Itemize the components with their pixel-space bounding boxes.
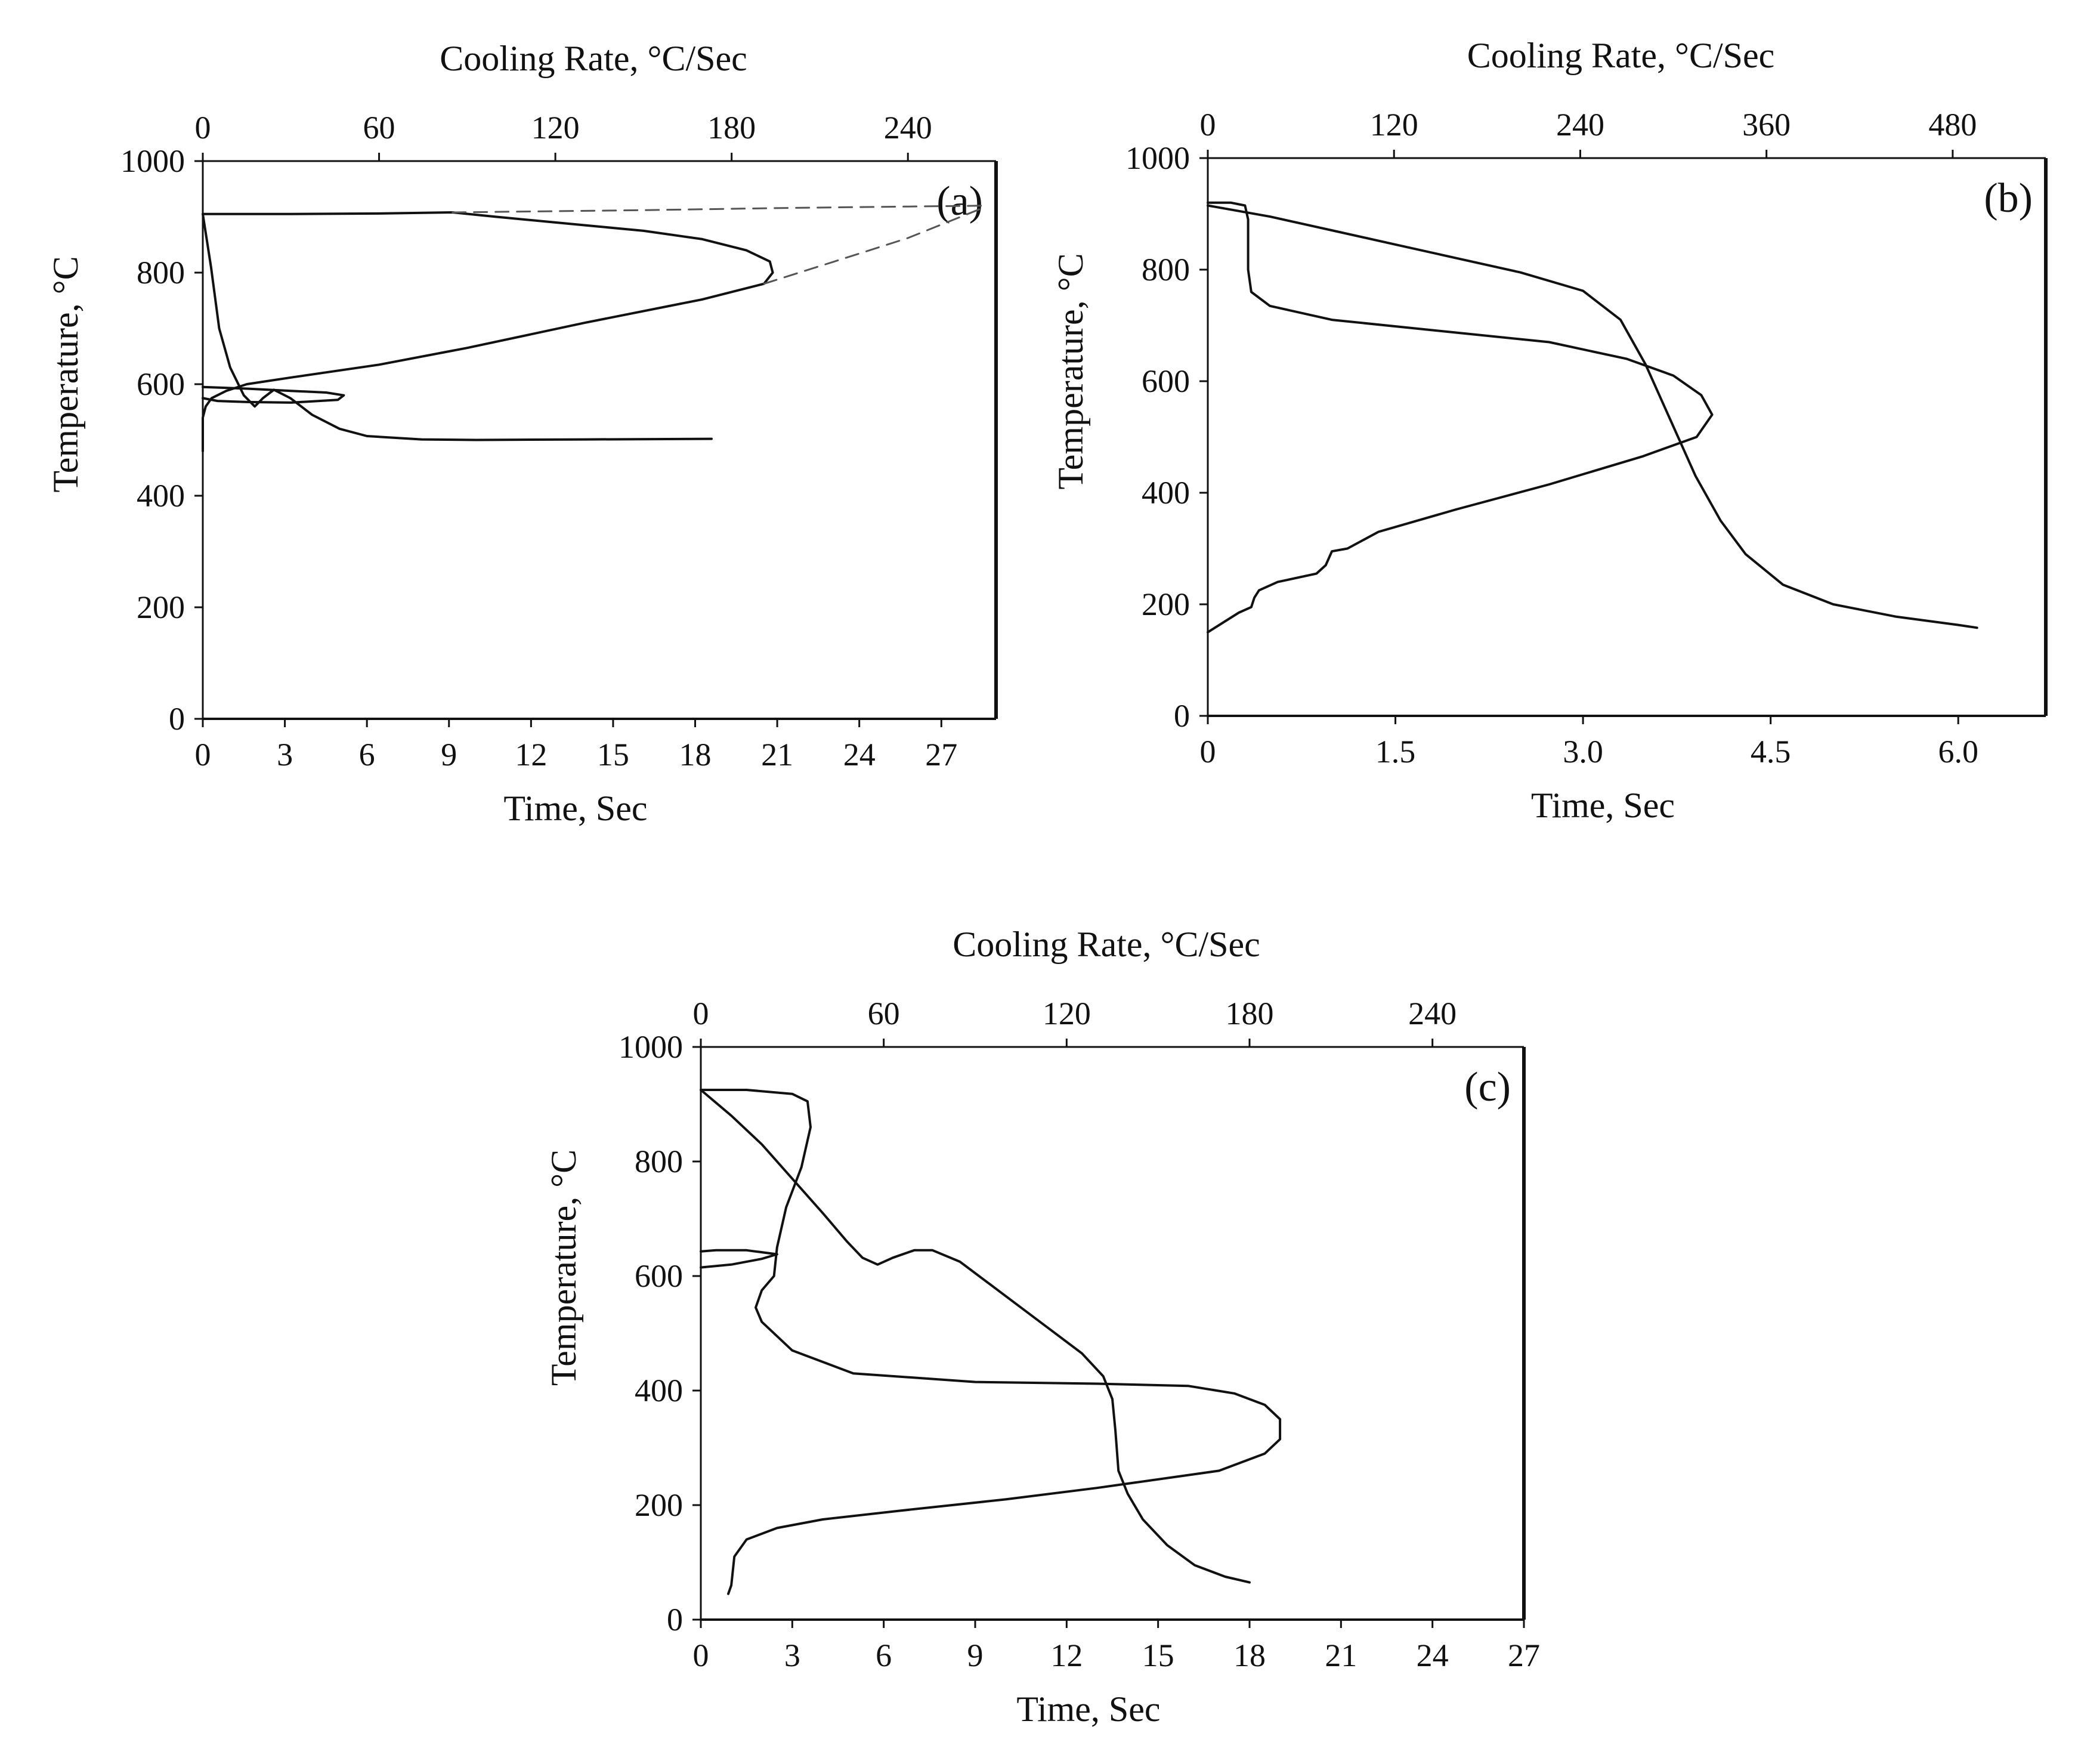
series-line-cooling-rate-2 — [700, 1249, 778, 1269]
x2-tick-label: 180 — [1226, 996, 1274, 1031]
series-line-cooling-rate-1 — [1207, 201, 1714, 634]
x-tick-label: 15 — [597, 737, 629, 773]
y-tick-label: 1000 — [1125, 140, 1190, 176]
x2-tick-label: 240 — [884, 110, 932, 146]
series-line-temperature-0 — [202, 212, 713, 441]
y-tick-label: 200 — [137, 589, 185, 625]
x-tick-label: 18 — [679, 737, 712, 773]
x-tick-label: 0 — [693, 1638, 709, 1673]
y-tick-label: 600 — [137, 366, 185, 402]
y-axis-title: Temperature, °C — [544, 1150, 583, 1386]
x2-tick-label: 180 — [707, 110, 756, 146]
y-tick-label: 800 — [137, 255, 185, 291]
y-tick-label: 400 — [1142, 475, 1190, 511]
x-tick-label: 6 — [876, 1638, 892, 1673]
x2-tick-label: 120 — [1043, 996, 1091, 1031]
x2-tick-label: 0 — [195, 110, 211, 146]
y-tick-label: 0 — [667, 1602, 683, 1638]
x-tick-label: 24 — [1417, 1638, 1449, 1673]
x-tick-label: 3.0 — [1563, 734, 1603, 770]
x-tick-label: 18 — [1233, 1638, 1266, 1673]
y-tick-label: 400 — [635, 1373, 683, 1408]
x-tick-label: 4.5 — [1751, 734, 1791, 770]
series-line-cooling-rate-1 — [700, 1089, 1282, 1595]
y-axis-title: Temperature, °C — [46, 256, 85, 492]
y-tick-label: 400 — [137, 478, 185, 514]
y-tick-label: 200 — [635, 1487, 683, 1523]
y-tick-label: 1000 — [120, 143, 185, 179]
x-tick-label: 6 — [359, 737, 375, 773]
x2-tick-label: 60 — [868, 996, 900, 1031]
x2-axis-title: Cooling Rate, °C/Sec — [1467, 36, 1775, 75]
series-line-cooling-rate-2 — [202, 385, 345, 404]
y-tick-label: 600 — [635, 1258, 683, 1294]
x2-tick-label: 360 — [1742, 107, 1791, 143]
y-tick-label: 600 — [1142, 363, 1190, 399]
x-tick-label: 3 — [784, 1638, 800, 1673]
x-tick-label: 27 — [925, 737, 957, 773]
x2-tick-label: 0 — [693, 996, 709, 1031]
x-tick-label: 15 — [1142, 1638, 1174, 1673]
x2-tick-label: 480 — [1928, 107, 1977, 143]
x-tick-label: 9 — [441, 737, 457, 773]
x-tick-label: 3 — [277, 737, 293, 773]
x2-tick-label: 0 — [1200, 107, 1216, 143]
y-tick-label: 1000 — [619, 1029, 683, 1065]
x-tick-label: 0 — [195, 737, 211, 773]
x-tick-label: 0 — [1200, 734, 1216, 770]
x-axis-title: Time, Sec — [1016, 1689, 1160, 1729]
chart-panel-a: 0 3 6 9 12 15 18 21 24 27 0 60 120 180 240 0 200 400 600 80… — [46, 39, 998, 828]
x2-tick-label: 60 — [363, 110, 395, 146]
y-tick-label: 0 — [1174, 698, 1190, 734]
x2-tick-label: 240 — [1556, 107, 1604, 143]
y-tick-label: 800 — [1142, 252, 1190, 288]
chart-panel-b: 0 1.5 3.0 4.5 6.0 0 120 240 360 480 0 200 400 600 800 1… — [1051, 36, 2048, 825]
x2-tick-label: 240 — [1408, 996, 1457, 1031]
x-tick-label: 12 — [1050, 1638, 1083, 1673]
x-axis-title: Time, Sec — [503, 789, 647, 828]
x-axis-title: Time, Sec — [1531, 786, 1675, 825]
x-tick-label: 1.5 — [1375, 734, 1416, 770]
x-tick-label: 21 — [761, 737, 793, 773]
series-line-temperature-0 — [700, 1089, 1251, 1584]
x2-axis-title: Cooling Rate, °C/Sec — [440, 39, 747, 78]
series-line-cooling-rate-4 — [763, 208, 982, 285]
panel-label: (c) — [1464, 1064, 1511, 1110]
x2-axis-title: Cooling Rate, °C/Sec — [953, 925, 1260, 964]
y-axis-title: Temperature, °C — [1051, 253, 1090, 489]
x2-tick-label: 120 — [531, 110, 580, 146]
x-tick-label: 24 — [843, 737, 876, 773]
y-tick-label: 200 — [1142, 586, 1190, 622]
x-tick-label: 6.0 — [1938, 734, 1978, 770]
x-tick-label: 9 — [967, 1638, 984, 1673]
series-line-temperature-0 — [1207, 204, 1978, 629]
x-tick-label: 27 — [1508, 1638, 1540, 1673]
x2-tick-label: 120 — [1370, 107, 1418, 143]
x-tick-label: 12 — [515, 737, 547, 773]
panel-label: (b) — [1984, 175, 2033, 221]
y-tick-label: 0 — [169, 701, 185, 737]
y-tick-label: 800 — [635, 1144, 683, 1179]
series-line-cooling-rate-3 — [452, 205, 982, 214]
x-tick-label: 21 — [1325, 1638, 1357, 1673]
